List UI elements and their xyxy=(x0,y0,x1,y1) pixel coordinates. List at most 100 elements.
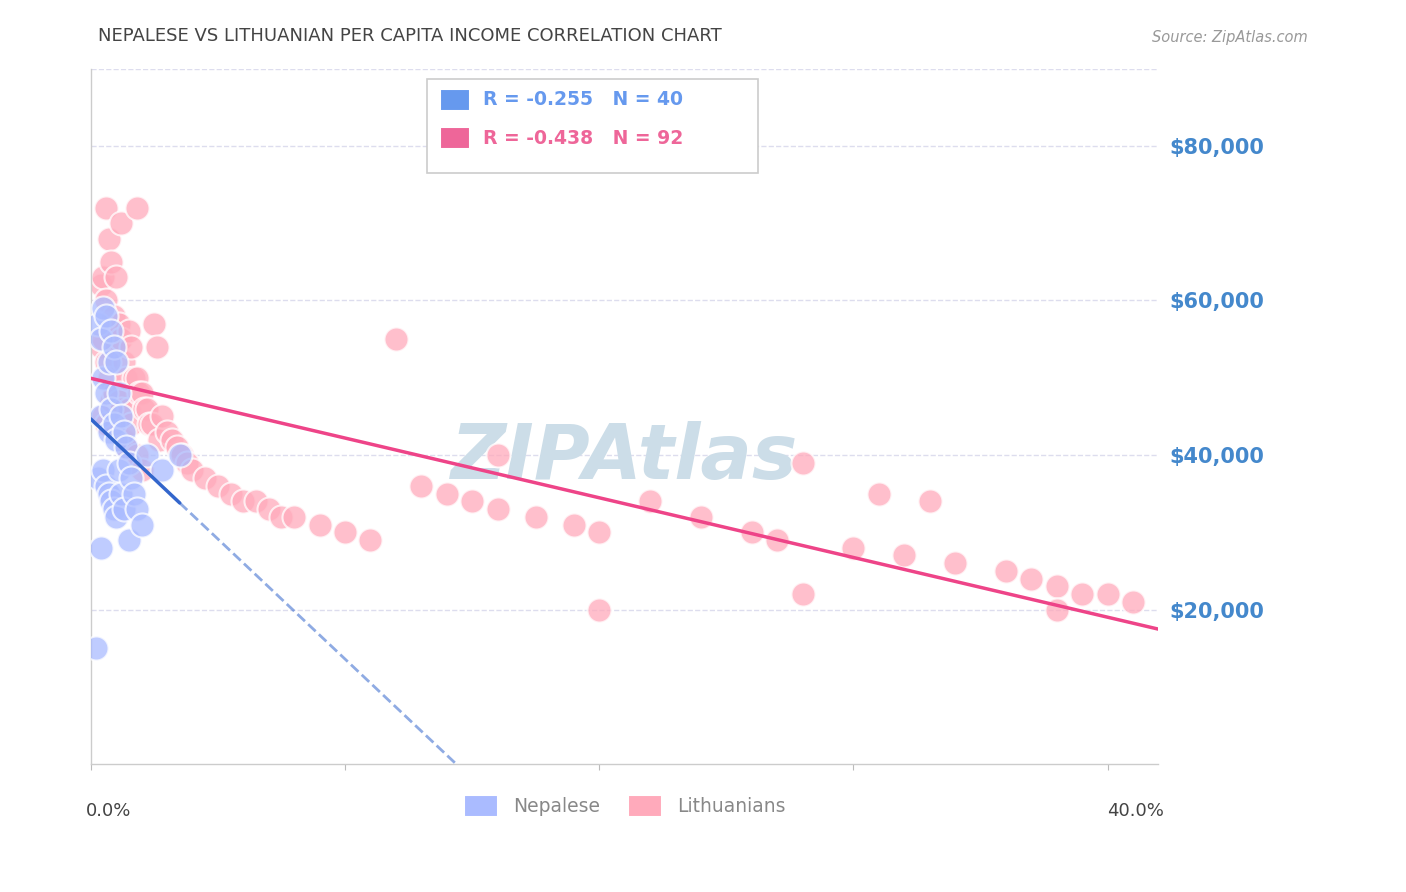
Point xyxy=(207,479,229,493)
Point xyxy=(93,409,115,424)
Point xyxy=(107,393,129,408)
Point xyxy=(94,417,117,431)
Point xyxy=(103,386,125,401)
Point xyxy=(93,370,115,384)
Point xyxy=(138,417,160,431)
Point xyxy=(169,448,191,462)
Point xyxy=(112,425,135,439)
Point xyxy=(160,433,183,447)
Point xyxy=(118,401,141,416)
Point xyxy=(103,309,125,323)
Point xyxy=(131,517,153,532)
Point xyxy=(110,409,132,424)
Point xyxy=(842,541,865,555)
Point xyxy=(461,494,484,508)
Point xyxy=(100,254,122,268)
Point xyxy=(1021,572,1043,586)
Point xyxy=(1046,602,1069,616)
Point xyxy=(93,270,115,285)
Point xyxy=(176,456,198,470)
Point xyxy=(918,494,941,508)
Point xyxy=(112,433,135,447)
Point xyxy=(270,509,292,524)
Point xyxy=(110,486,132,500)
Point xyxy=(90,340,112,354)
Point xyxy=(105,433,128,447)
Text: NEPALESE VS LITHUANIAN PER CAPITA INCOME CORRELATION CHART: NEPALESE VS LITHUANIAN PER CAPITA INCOME… xyxy=(98,27,723,45)
Point xyxy=(110,216,132,230)
Point xyxy=(141,417,163,431)
Point xyxy=(103,502,125,516)
Point xyxy=(893,549,915,563)
Point xyxy=(359,533,381,547)
Point xyxy=(150,463,173,477)
Point xyxy=(135,448,157,462)
Point xyxy=(181,463,204,477)
Point xyxy=(385,332,408,346)
Point xyxy=(97,486,120,500)
Point xyxy=(97,231,120,245)
Point xyxy=(110,401,132,416)
Point xyxy=(107,317,129,331)
Point xyxy=(741,525,763,540)
Text: R = -0.438   N = 92: R = -0.438 N = 92 xyxy=(482,128,683,147)
Point xyxy=(994,564,1017,578)
Point xyxy=(1071,587,1094,601)
Point xyxy=(134,401,156,416)
Point xyxy=(562,517,585,532)
FancyBboxPatch shape xyxy=(427,79,758,173)
Point xyxy=(105,270,128,285)
Point xyxy=(93,463,115,477)
Point xyxy=(131,463,153,477)
Point xyxy=(97,425,120,439)
Point xyxy=(100,324,122,338)
Point xyxy=(118,533,141,547)
Point xyxy=(219,486,242,500)
Point xyxy=(100,324,122,338)
Text: 40.0%: 40.0% xyxy=(1107,803,1164,821)
Point xyxy=(93,332,115,346)
Point xyxy=(103,417,125,431)
Point xyxy=(436,486,458,500)
Point xyxy=(131,386,153,401)
Point xyxy=(1046,579,1069,593)
Point xyxy=(588,525,610,540)
Point xyxy=(1097,587,1119,601)
Point xyxy=(94,355,117,369)
Point xyxy=(103,340,125,354)
Point xyxy=(115,370,138,384)
Point xyxy=(87,317,110,331)
Point xyxy=(689,509,711,524)
Point xyxy=(122,370,145,384)
Point xyxy=(150,409,173,424)
Point xyxy=(120,471,142,485)
Point xyxy=(87,471,110,485)
Text: 0.0%: 0.0% xyxy=(86,803,131,821)
Point xyxy=(115,440,138,454)
Point xyxy=(100,393,122,408)
Text: R = -0.255   N = 40: R = -0.255 N = 40 xyxy=(482,90,682,110)
Point xyxy=(245,494,267,508)
Point xyxy=(93,301,115,315)
Point xyxy=(115,440,138,454)
Text: ZIPAtlas: ZIPAtlas xyxy=(451,421,799,495)
Point xyxy=(125,201,148,215)
Point xyxy=(118,324,141,338)
Point xyxy=(333,525,356,540)
Point xyxy=(107,386,129,401)
Point xyxy=(588,602,610,616)
Point xyxy=(112,355,135,369)
Point xyxy=(107,463,129,477)
Point xyxy=(524,509,547,524)
Point xyxy=(105,355,128,369)
Point xyxy=(84,641,107,656)
Point xyxy=(90,277,112,292)
Point xyxy=(135,401,157,416)
Bar xyxy=(440,127,470,149)
Point xyxy=(232,494,254,508)
Point xyxy=(792,587,814,601)
Y-axis label: Per Capita Income: Per Capita Income xyxy=(0,341,8,492)
Point xyxy=(90,409,112,424)
Point xyxy=(120,417,142,431)
Point xyxy=(148,433,170,447)
